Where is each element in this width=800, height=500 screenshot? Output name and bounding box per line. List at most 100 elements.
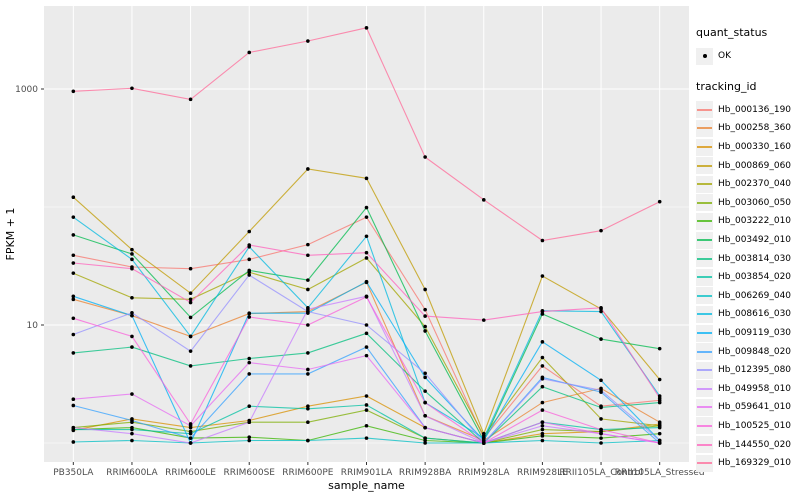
data-point xyxy=(423,287,427,292)
data-point xyxy=(364,436,369,440)
line-key-icon xyxy=(696,101,713,119)
data-point xyxy=(130,438,134,443)
line-key-icon xyxy=(696,380,713,398)
line-key-icon xyxy=(696,361,713,379)
data-point xyxy=(423,329,427,333)
data-point xyxy=(71,294,76,299)
x-tick-label: PB350LA xyxy=(53,468,94,478)
legend-item-Hb_003060_050: Hb_003060_050 xyxy=(696,194,800,213)
data-point xyxy=(130,247,134,252)
data-point xyxy=(188,315,193,320)
data-point xyxy=(188,300,193,305)
data-point xyxy=(306,404,310,409)
legend-item-label: Hb_000869_060 xyxy=(718,160,792,171)
data-point xyxy=(71,351,76,355)
legend-item-label: Hb_049958_010 xyxy=(718,383,792,394)
data-point xyxy=(540,434,545,438)
data-point xyxy=(599,436,603,440)
data-point xyxy=(599,228,603,233)
data-point xyxy=(188,297,193,302)
legend-item-label: Hb_008616_030 xyxy=(718,309,792,320)
line-key-icon xyxy=(696,138,713,156)
data-point xyxy=(423,441,427,445)
legend-item-label: Hb_012395_080 xyxy=(718,365,792,376)
data-point xyxy=(188,436,193,440)
data-point xyxy=(306,253,310,258)
data-point xyxy=(599,405,603,410)
data-point xyxy=(364,331,369,336)
data-point xyxy=(599,431,603,436)
data-point xyxy=(423,414,427,418)
data-point xyxy=(540,427,545,432)
data-point xyxy=(540,408,545,412)
legend-item-label: Hb_000330_160 xyxy=(718,142,792,153)
data-point xyxy=(540,340,545,344)
data-point xyxy=(130,418,134,423)
y-tick-label: 1000 xyxy=(15,85,38,95)
data-point xyxy=(130,313,134,318)
data-point xyxy=(306,307,310,312)
legend-item-Hb_049958_010: Hb_049958_010 xyxy=(696,380,800,399)
data-point xyxy=(306,420,310,425)
data-point xyxy=(130,296,134,300)
line-key-icon xyxy=(696,212,713,230)
legend-item-Hb_002370_040: Hb_002370_040 xyxy=(696,175,800,194)
legend-item-label: Hb_003060_050 xyxy=(718,197,792,208)
legend-item-label: Hb_002370_040 xyxy=(718,179,792,190)
data-point xyxy=(657,346,662,351)
data-point xyxy=(188,266,193,271)
x-tick-label: RRIM600LA xyxy=(106,468,158,478)
data-point xyxy=(423,155,427,159)
data-point xyxy=(71,89,76,94)
data-point xyxy=(71,253,76,258)
legend-item-Hb_006269_040: Hb_006269_040 xyxy=(696,287,800,306)
x-tick-label: RRII105LA_Control xyxy=(559,468,642,478)
data-point xyxy=(657,400,662,405)
data-point xyxy=(423,371,427,376)
data-point xyxy=(71,261,76,265)
data-point xyxy=(71,332,76,337)
data-point xyxy=(71,316,76,321)
data-point xyxy=(247,257,252,262)
point-key-icon xyxy=(696,47,713,65)
data-point xyxy=(306,242,310,247)
legend-item-Hb_012395_080: Hb_012395_080 xyxy=(696,361,800,380)
data-point xyxy=(364,250,369,255)
data-point xyxy=(188,97,193,102)
legend-quant-status: quant_status OK xyxy=(696,26,800,66)
data-point xyxy=(71,195,76,200)
data-point xyxy=(599,441,603,445)
data-point xyxy=(364,394,369,398)
data-point xyxy=(364,403,369,407)
data-point xyxy=(188,334,193,339)
legend-item-Hb_003814_030: Hb_003814_030 xyxy=(696,249,800,268)
data-point xyxy=(71,233,76,237)
data-point xyxy=(247,404,252,409)
legend-item-Hb_000330_160: Hb_000330_160 xyxy=(696,138,800,157)
data-point xyxy=(657,438,662,443)
data-point xyxy=(71,271,76,275)
legend-item-Hb_003854_020: Hb_003854_020 xyxy=(696,268,800,287)
line-key-icon xyxy=(696,436,713,454)
data-point xyxy=(599,309,603,314)
data-point xyxy=(130,334,134,339)
data-point xyxy=(247,268,252,273)
data-point xyxy=(540,238,545,243)
data-point xyxy=(423,436,427,440)
data-point xyxy=(423,314,427,318)
legend-item-Hb_003492_010: Hb_003492_010 xyxy=(696,231,800,250)
data-point xyxy=(71,215,76,219)
x-tick-label: RRIM928LE xyxy=(517,468,568,478)
data-point xyxy=(364,176,369,181)
legend-item-Hb_008616_030: Hb_008616_030 xyxy=(696,305,800,324)
data-point xyxy=(364,215,369,219)
data-point xyxy=(130,392,134,396)
data-point xyxy=(540,420,545,425)
data-point xyxy=(540,384,545,389)
data-point xyxy=(71,403,76,408)
data-point xyxy=(71,440,76,444)
legend-item-label: Hb_003814_030 xyxy=(718,253,792,264)
legend-item-label: Hb_144550_020 xyxy=(718,439,792,450)
data-point xyxy=(364,408,369,412)
line-key-icon xyxy=(696,231,713,249)
